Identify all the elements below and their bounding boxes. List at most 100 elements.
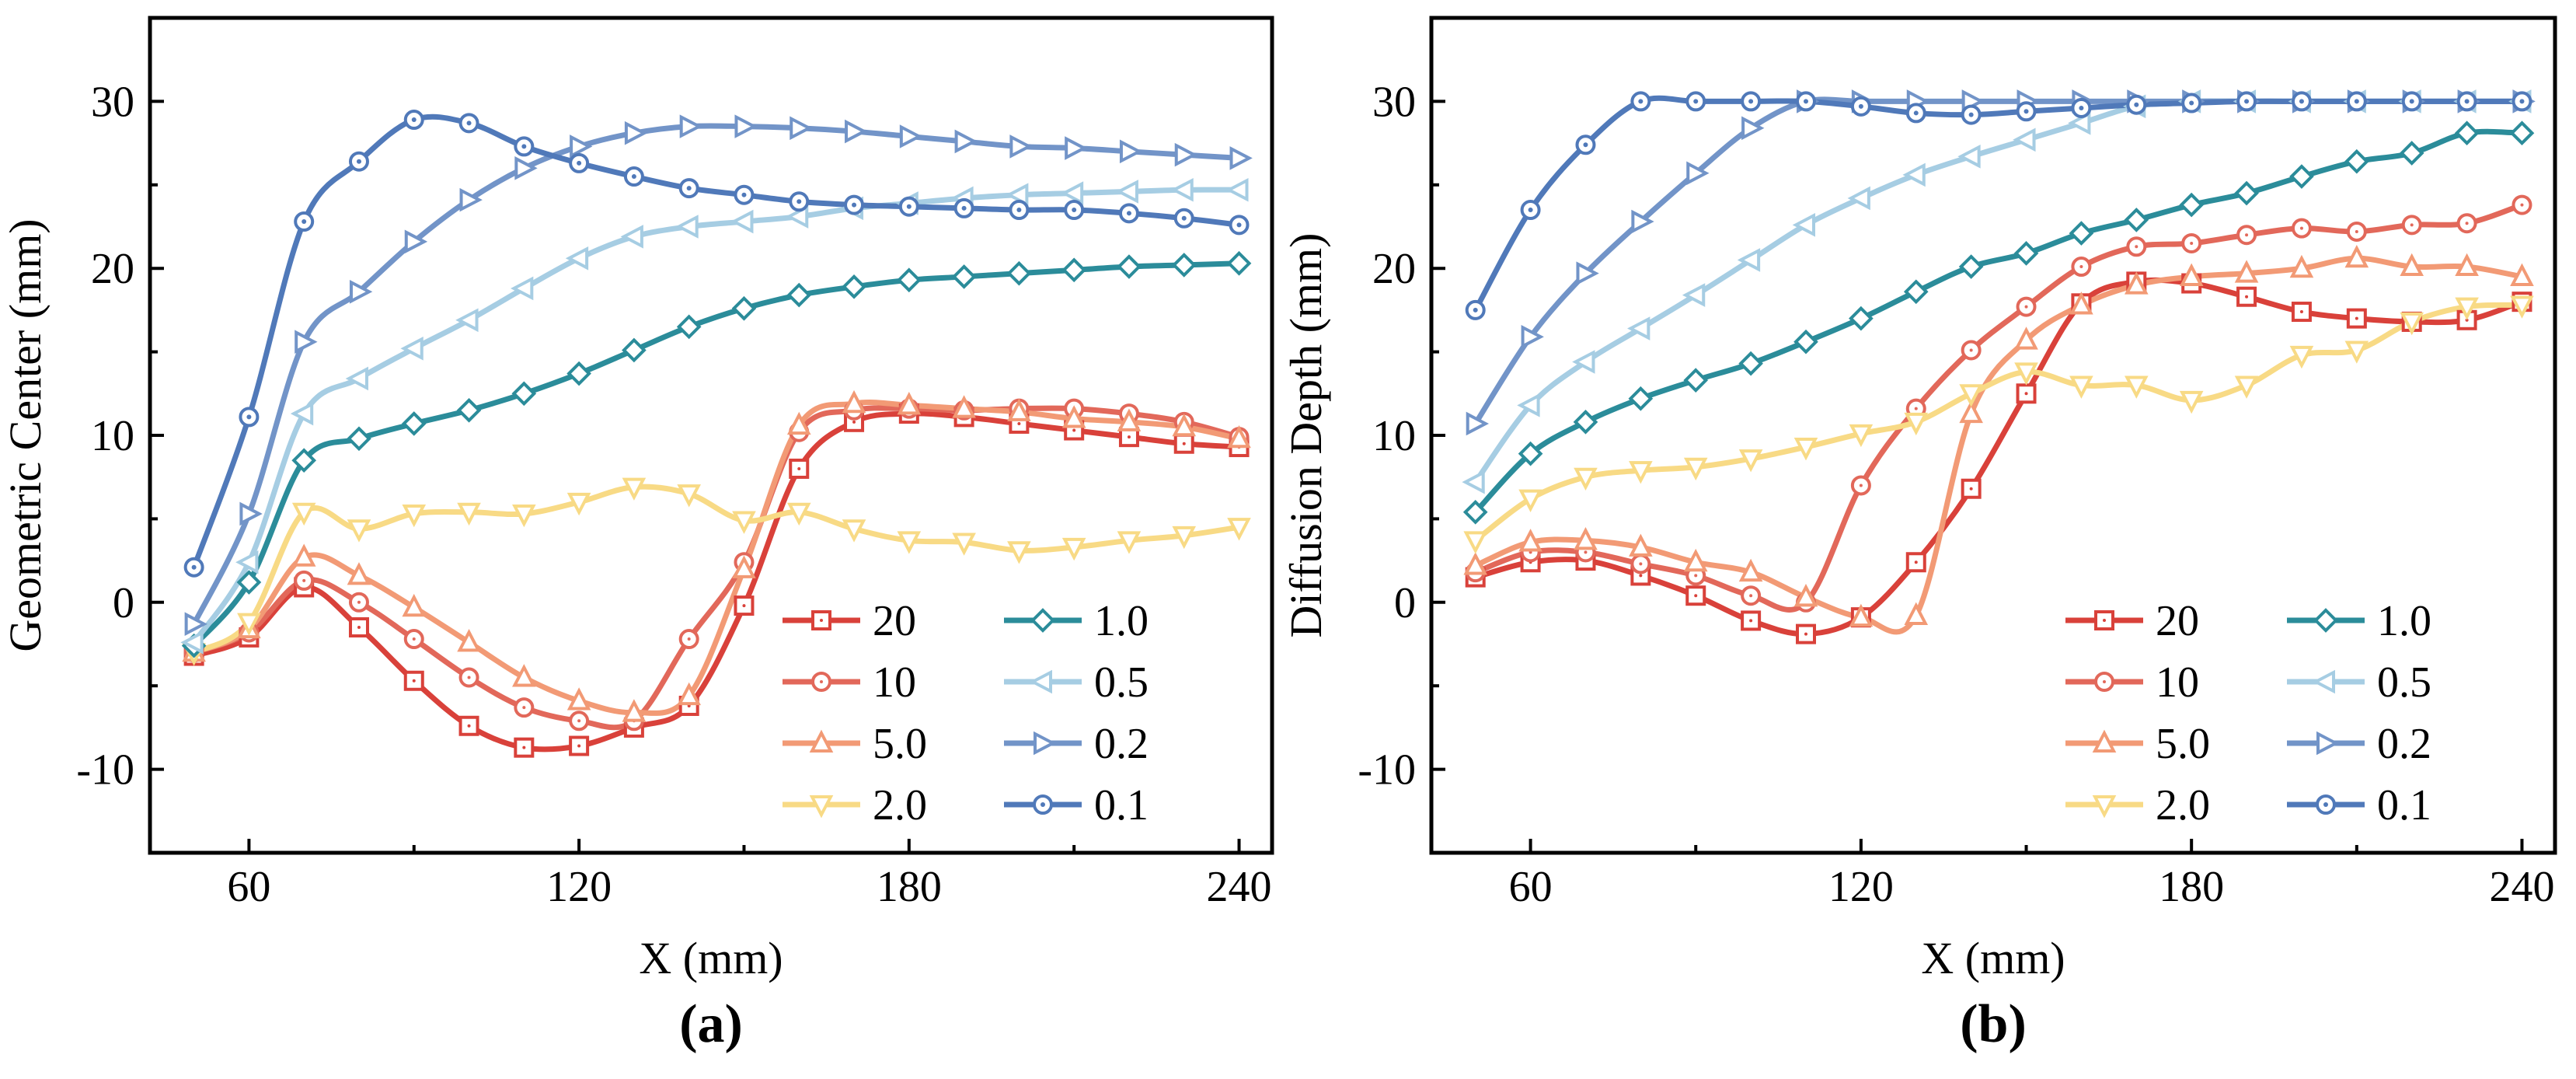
data-point — [1007, 398, 1031, 421]
data-point-dot — [631, 174, 636, 180]
data-point-dot — [741, 192, 747, 197]
data-point — [2014, 326, 2038, 350]
data-point-dot — [1914, 407, 1918, 410]
data-point-dot — [686, 186, 692, 191]
data-point — [731, 295, 757, 321]
data-point — [2400, 312, 2424, 336]
legend-marker-dot — [2103, 619, 2106, 622]
data-point-dot — [687, 637, 691, 641]
data-point — [1902, 162, 1926, 187]
legend-label: 10 — [873, 658, 916, 707]
data-point-dot — [852, 420, 856, 424]
data-point — [347, 562, 371, 585]
data-point-dot — [2024, 109, 2029, 114]
legend-marker-dot — [1041, 802, 1045, 807]
series-markers-5.0 — [182, 389, 1251, 722]
data-point — [2289, 254, 2314, 278]
legend-marker-dot — [2323, 802, 2328, 807]
data-point — [1741, 116, 1765, 141]
data-point — [1683, 548, 1708, 572]
data-point — [624, 120, 648, 145]
data-point-dot — [577, 160, 582, 166]
x-tick-label: 180 — [2159, 863, 2224, 911]
data-point — [2454, 120, 2480, 146]
data-point — [786, 411, 811, 435]
data-point — [1117, 254, 1142, 279]
data-point-dot — [2465, 222, 2469, 225]
data-point — [2399, 141, 2424, 166]
data-point-dot — [1236, 222, 1242, 228]
data-point — [235, 550, 259, 574]
series-markers-5.0 — [1463, 244, 2534, 627]
data-point — [1904, 412, 1929, 436]
legend-marker — [809, 729, 834, 753]
legend-label: 0.2 — [1094, 720, 1149, 768]
data-point-dot — [2244, 99, 2250, 104]
panel-label: (b) — [1960, 994, 2027, 1054]
legend-label: 1.0 — [1094, 597, 1149, 645]
data-point-dot — [1749, 594, 1753, 598]
data-point — [730, 209, 754, 234]
data-point-dot — [1181, 215, 1187, 221]
series-markers-20 — [183, 403, 1250, 758]
data-point — [566, 361, 591, 386]
data-point — [1170, 177, 1194, 202]
data-point — [1903, 279, 1929, 305]
data-point — [1683, 457, 1708, 481]
data-point — [896, 267, 922, 293]
data-point — [2510, 263, 2534, 286]
data-point — [566, 492, 591, 516]
data-point — [952, 533, 976, 556]
data-point-dot — [411, 117, 417, 123]
data-point — [290, 401, 314, 426]
data-point — [2179, 263, 2204, 286]
data-point — [1171, 253, 1197, 278]
data-point — [1792, 213, 1815, 237]
data-point-dot — [1017, 421, 1021, 425]
data-point-dot — [302, 219, 307, 225]
data-point — [459, 187, 483, 212]
data-point-dot — [357, 600, 361, 604]
data-point — [1172, 526, 1197, 550]
data-point-dot — [2409, 99, 2414, 104]
data-point — [2179, 192, 2205, 218]
data-point-dot — [191, 564, 197, 570]
data-point-dot — [1804, 632, 1807, 636]
legend-item-1.0: 1.0 — [1004, 597, 1149, 645]
series-line-5.0 — [1474, 255, 2523, 635]
data-point — [734, 114, 758, 138]
data-point — [1172, 413, 1197, 437]
legend-marker-dot — [820, 619, 823, 622]
data-point — [1686, 161, 1710, 186]
x-axis-title: X (mm) — [639, 933, 783, 983]
series-line-2.0 — [192, 484, 1240, 655]
legend-label: 0.2 — [2377, 720, 2431, 768]
data-point — [676, 314, 702, 340]
legend-item-0.5: 0.5 — [2287, 658, 2431, 707]
data-point — [2069, 221, 2094, 246]
data-point — [622, 477, 647, 501]
data-point-dot — [2245, 295, 2249, 299]
data-point — [2344, 244, 2369, 268]
data-point-dot — [2190, 241, 2194, 245]
data-point-dot — [852, 202, 857, 208]
data-point-dot — [412, 679, 416, 683]
legend-item-20: 20 — [2065, 597, 2199, 645]
data-point — [2400, 253, 2424, 277]
data-point — [401, 411, 427, 436]
legend-label: 20 — [2156, 597, 2199, 645]
data-point-dot — [2299, 310, 2303, 314]
data-point — [1738, 351, 1763, 376]
legend-item-10: 10 — [2065, 658, 2199, 707]
data-point — [1738, 558, 1763, 582]
data-point — [1629, 461, 1653, 484]
data-point — [897, 531, 922, 554]
data-point — [347, 426, 371, 452]
data-point — [842, 519, 866, 543]
legend-marker — [2313, 608, 2338, 633]
data-point — [402, 504, 427, 528]
series-markers-2.0 — [1463, 295, 2534, 554]
data-point — [1574, 467, 1598, 491]
data-point — [1227, 518, 1251, 541]
data-point — [1683, 368, 1709, 393]
